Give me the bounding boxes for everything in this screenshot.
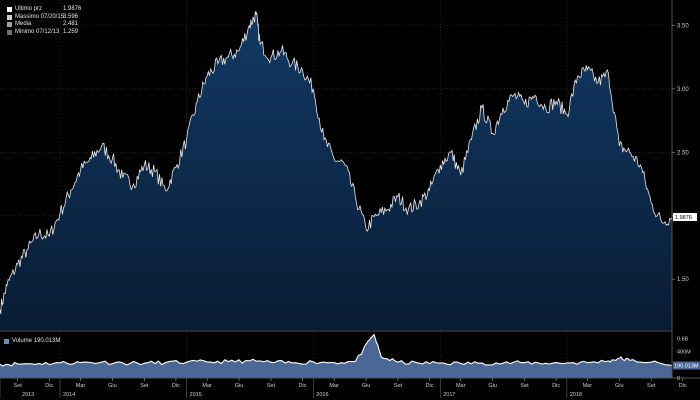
last-price-label: 1.9876 xyxy=(675,215,692,221)
legend-value: 2.481 xyxy=(63,21,79,28)
x-tick-label: Giu xyxy=(615,383,624,389)
legend-item-mean: Media 2.481 xyxy=(7,21,81,29)
volume-swatch xyxy=(4,338,9,344)
x-axis: Set Dic Mar Giu Set Dic Mar Giu Set Dic Mar Giu Set D… xyxy=(0,378,687,398)
volume-tick-label: 0 xyxy=(677,376,680,382)
x-tick-label: Giu xyxy=(235,383,244,389)
price-legend: Ultimo prz 1.9876 Massimo 07/20/15 3.596… xyxy=(4,5,85,38)
volume-area xyxy=(0,334,672,378)
x-tick-label: Dic xyxy=(299,383,307,389)
year-label: 2013 xyxy=(22,392,34,398)
last-volume-box xyxy=(673,361,700,370)
legend-name: Minimo 07/12/13 xyxy=(15,28,60,35)
x-tick-label: Mar xyxy=(456,383,466,389)
last-volume-tag: 190.013M xyxy=(673,361,700,370)
y-tick-label: 3.00 xyxy=(677,87,689,93)
x-tick-label: Dic xyxy=(45,383,53,389)
x-tick-label: Dic xyxy=(172,383,180,389)
x-tick-label: Giu xyxy=(108,383,117,389)
volume-line xyxy=(0,333,673,367)
x-tick-label: Mar xyxy=(583,383,593,389)
y-tick-label: 2.50 xyxy=(677,150,689,156)
x-tick-label: Mar xyxy=(76,383,86,389)
year-label: 2015 xyxy=(190,392,202,398)
price-series xyxy=(0,11,673,331)
legend-item-last: Ultimo prz 1.9876 xyxy=(7,6,81,14)
legend-value: 1.9876 xyxy=(63,6,82,12)
legend-swatch xyxy=(7,22,12,28)
x-tick-label: Set xyxy=(520,383,529,389)
last-price-box xyxy=(673,213,697,222)
legend-item-max: Massimo 07/20/15 3.596 xyxy=(7,14,81,22)
volume-y-axis: 0 400M 0.6B xyxy=(677,337,691,382)
volume-tick-label: 400M xyxy=(677,350,691,356)
legend-name: Media xyxy=(15,21,32,28)
x-tick-label: Giu xyxy=(488,383,497,389)
x-tick-label: Dic xyxy=(552,383,560,389)
x-tick-label: Giu xyxy=(362,383,371,389)
y-tick-label: 3.50 xyxy=(677,23,689,29)
volume-legend: Volume 190.013M xyxy=(4,338,60,344)
volume-legend-label: Volume xyxy=(12,338,33,344)
x-tick-label: Set xyxy=(647,383,656,389)
volume-series xyxy=(0,333,673,378)
x-tick-label: Set xyxy=(14,383,23,389)
year-label: 2017 xyxy=(443,392,455,398)
legend-swatch xyxy=(7,7,12,13)
x-tick-label: Mar xyxy=(329,383,339,389)
last-price-tag: 1.9876 xyxy=(673,213,697,222)
price-area xyxy=(0,11,672,331)
legend-name: Ultimo prz xyxy=(15,6,43,12)
volume-tick-label: 0.6B xyxy=(677,337,689,343)
y-tick-label: 1.50 xyxy=(677,277,689,283)
legend-value: 3.596 xyxy=(63,13,79,20)
legend-name: Massimo 07/20/15 xyxy=(15,13,65,20)
last-volume-label: 190.013M xyxy=(674,364,699,370)
price-line xyxy=(0,11,673,315)
x-tick-label: Mar xyxy=(202,383,212,389)
x-tick-label: Set xyxy=(140,383,149,389)
legend-swatch xyxy=(7,30,12,36)
x-tick-label: Set xyxy=(394,383,403,389)
x-tick-label: Dic xyxy=(679,383,687,389)
year-label: 2018 xyxy=(570,392,582,398)
year-label: 2016 xyxy=(316,392,328,398)
year-label: 2014 xyxy=(63,392,75,398)
legend-item-min: Minimo 07/12/13 1.259 xyxy=(7,29,81,37)
x-tick-label: Dic xyxy=(426,383,434,389)
volume-legend-value: 190.013M xyxy=(33,338,61,344)
legend-swatch xyxy=(7,14,12,20)
x-tick-label: Set xyxy=(267,383,276,389)
legend-value: 1.259 xyxy=(63,28,79,35)
